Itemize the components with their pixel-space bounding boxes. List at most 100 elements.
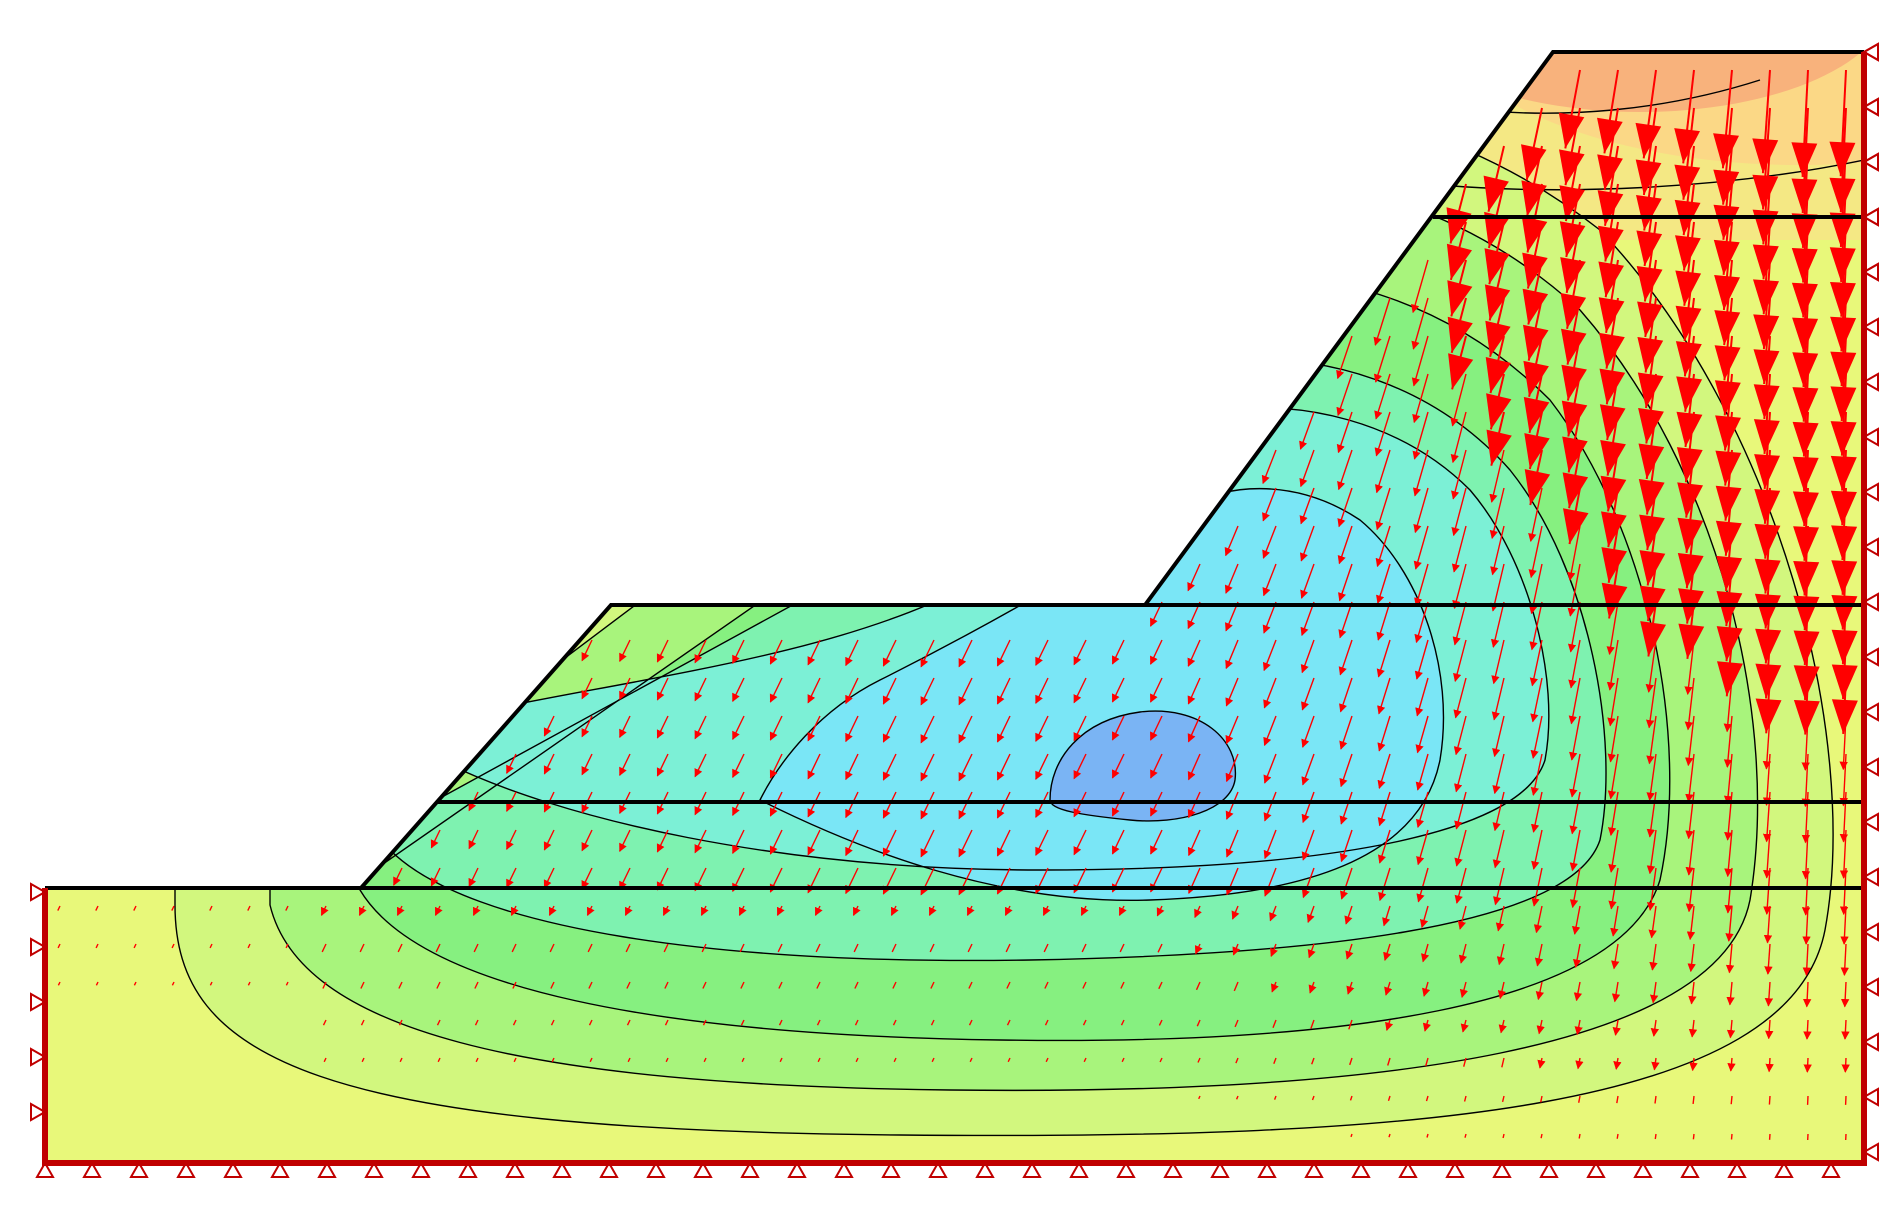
displacement-arrow-icon — [1225, 829, 1239, 858]
displacement-arrow-icon — [1502, 1133, 1505, 1139]
support-triangle-icon — [30, 1102, 48, 1122]
displacement-arrow-icon — [882, 829, 897, 857]
displacement-arrow-head-icon — [1829, 177, 1856, 213]
displacement-arrow-icon — [1337, 525, 1353, 565]
displacement-arrow-icon — [920, 639, 935, 668]
displacement-arrow-head-icon — [1639, 550, 1666, 586]
displacement-arrow-icon — [320, 905, 329, 917]
support-triangle-icon — [975, 1160, 995, 1178]
displacement-arrow-head-icon — [1753, 384, 1780, 419]
displacement-arrow-icon — [958, 791, 973, 820]
displacement-arrow-icon — [930, 1019, 935, 1026]
displacement-arrow-icon — [360, 981, 365, 989]
displacement-arrow-icon — [1375, 525, 1391, 568]
displacement-arrow-icon — [929, 943, 935, 953]
displacement-arrow-icon — [920, 677, 935, 706]
displacement-arrow-icon — [1349, 1095, 1353, 1101]
displacement-arrow-icon — [1684, 715, 1695, 767]
displacement-arrow-icon — [1413, 487, 1429, 534]
displacement-arrow-icon — [619, 753, 631, 777]
displacement-arrow-icon — [1073, 677, 1087, 704]
displacement-arrow-icon — [1645, 639, 1657, 693]
displacement-arrow-head-icon — [1713, 133, 1739, 169]
displacement-arrow-icon — [732, 753, 745, 779]
displacement-arrow-icon — [1578, 1133, 1581, 1139]
support-triangle-icon — [82, 1160, 102, 1178]
support-triangle-icon — [599, 1160, 619, 1178]
support-triangle-icon — [30, 882, 48, 902]
displacement-arrow-icon — [740, 1019, 745, 1026]
displacement-arrow-icon — [1723, 715, 1733, 768]
displacement-arrow-icon — [920, 829, 935, 858]
displacement-arrow-icon — [1687, 943, 1696, 973]
displacement-arrow-icon — [1452, 601, 1467, 646]
displacement-arrow-icon — [1338, 601, 1353, 639]
displacement-arrow-icon — [769, 753, 783, 779]
displacement-arrow-icon — [663, 943, 669, 953]
support-triangle-icon — [30, 992, 48, 1012]
displacement-arrow-icon — [1005, 943, 1011, 953]
displacement-arrow-icon — [694, 829, 707, 854]
displacement-arrow-head-icon — [1831, 664, 1858, 700]
displacement-arrow-icon — [1263, 791, 1277, 822]
displacement-arrow-icon — [1044, 981, 1049, 989]
displacement-arrow-icon — [626, 1019, 631, 1026]
displacement-arrow-icon — [958, 715, 973, 744]
displacement-arrow-icon — [1158, 1019, 1163, 1026]
displacement-arrow-icon — [1345, 943, 1354, 960]
displacement-arrow-icon — [1270, 943, 1278, 957]
displacement-arrow-icon — [1606, 639, 1619, 691]
displacement-arrow-icon — [1387, 1057, 1391, 1066]
displacement-arrow-icon — [694, 753, 707, 778]
displacement-arrow-icon — [1232, 943, 1241, 956]
displacement-arrow-icon — [1573, 981, 1583, 1002]
displacement-arrow-head-icon — [1635, 159, 1662, 195]
displacement-arrow-icon — [1263, 715, 1277, 747]
support-triangle-icon — [1861, 427, 1879, 447]
displacement-arrow-icon — [396, 905, 405, 917]
displacement-arrow-icon — [1802, 981, 1812, 1008]
support-triangle-icon — [1861, 42, 1879, 62]
displacement-arrow-icon — [619, 829, 631, 853]
displacement-arrow-icon — [1300, 601, 1315, 637]
displacement-arrow-icon — [1120, 1019, 1125, 1026]
displacement-arrow-head-icon — [1601, 511, 1627, 548]
displacement-arrow-icon — [1726, 981, 1735, 1006]
displacement-arrow-icon — [398, 981, 403, 989]
displacement-arrow-icon — [1198, 1095, 1201, 1100]
displacement-arrow-icon — [1150, 829, 1163, 855]
displacement-arrow-head-icon — [1793, 630, 1820, 666]
displacement-arrow-head-icon — [1793, 665, 1820, 700]
displacement-arrow-icon — [1802, 943, 1811, 976]
displacement-arrow-head-icon — [1755, 698, 1782, 734]
displacement-arrow-icon — [1412, 449, 1429, 497]
displacement-arrow-icon — [1492, 715, 1505, 758]
displacement-arrow-icon — [1299, 525, 1315, 562]
displacement-arrow-icon — [1376, 639, 1391, 678]
displacement-arrow-icon — [1495, 905, 1505, 932]
displacement-arrow-icon — [1412, 373, 1429, 424]
displacement-arrow-icon — [656, 677, 669, 701]
displacement-arrow-icon — [1187, 715, 1201, 743]
displacement-arrow-icon — [1569, 829, 1581, 872]
displacement-arrow-icon — [1530, 677, 1543, 723]
displacement-arrow-icon — [1346, 981, 1355, 995]
displacement-arrow-icon — [1194, 943, 1203, 955]
displacement-arrow-icon — [732, 677, 745, 703]
displacement-arrow-head-icon — [1830, 455, 1857, 491]
displacement-arrow-icon — [57, 905, 61, 911]
support-triangle-icon — [1861, 262, 1879, 282]
displacement-arrow-icon — [968, 981, 973, 989]
displacement-arrow-icon — [1569, 753, 1581, 798]
displacement-arrow-icon — [1339, 791, 1353, 825]
contour-line-5 — [439, 406, 1550, 871]
displacement-arrow-icon — [958, 753, 973, 782]
displacement-arrow-icon — [1411, 297, 1429, 350]
displacement-arrow-icon — [1463, 1057, 1467, 1067]
displacement-arrow-icon — [1195, 981, 1201, 991]
displacement-arrow-icon — [807, 715, 821, 742]
displacement-arrow-icon — [1567, 601, 1581, 653]
displacement-arrow-head-icon — [1717, 661, 1743, 697]
